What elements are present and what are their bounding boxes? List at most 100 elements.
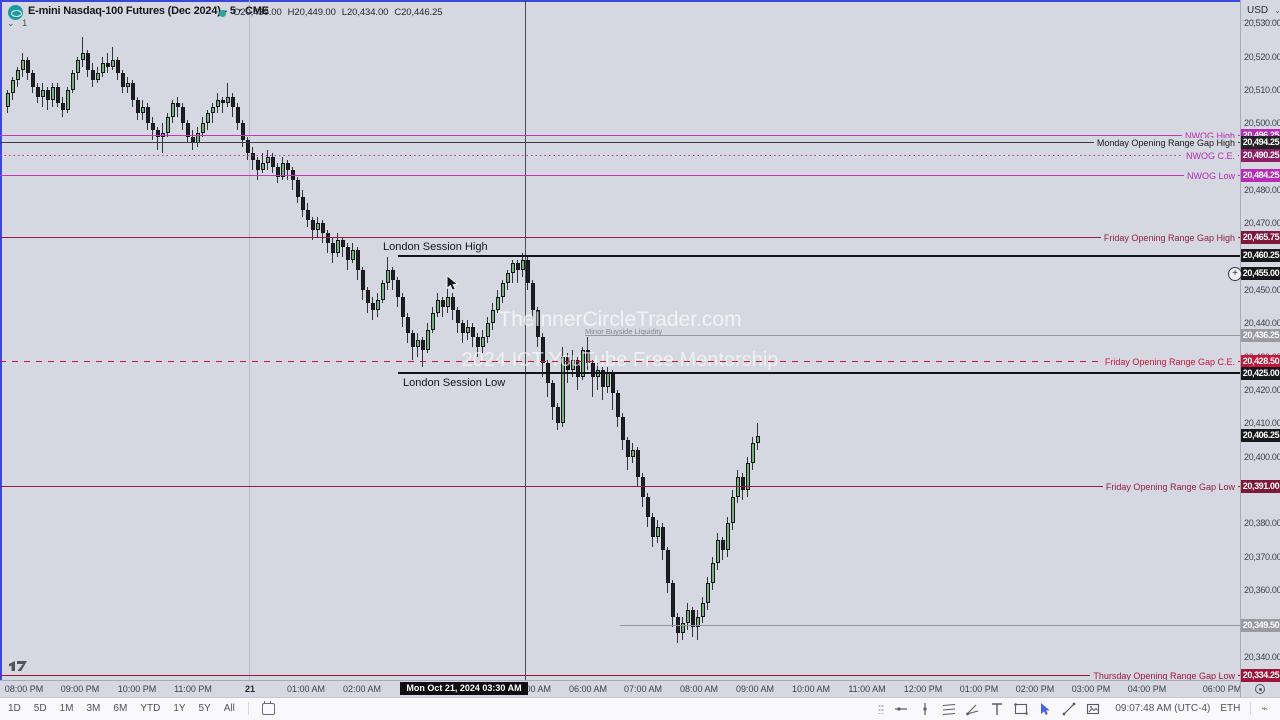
candle-body (111, 60, 115, 67)
trend-line-tool-icon[interactable] (1061, 701, 1076, 716)
price-tick: 20,470.00 (1244, 218, 1280, 229)
range-button-5d[interactable]: 5D (33, 703, 47, 714)
candle-body (86, 53, 90, 70)
candle-body (36, 86, 40, 97)
time-axis[interactable]: Mon Oct 21, 2024 03:30 AM 08:00 PM 09:00 … (0, 680, 1241, 697)
price-tick: 20,450.00 (1244, 285, 1280, 295)
tradingview-logo[interactable] (8, 659, 30, 678)
market-status-dot[interactable] (219, 10, 226, 17)
candle-body (341, 240, 345, 247)
range-button-1d[interactable]: 1D (8, 703, 21, 714)
candle-body (176, 103, 180, 107)
cursor-tool-icon[interactable] (1037, 701, 1052, 716)
text-tool-icon[interactable] (989, 701, 1004, 716)
range-button-ytd[interactable]: YTD (140, 703, 161, 714)
time-label: 12:00 PM (903, 684, 943, 694)
drawn-vertical-line[interactable] (525, 0, 526, 680)
price-line-london-session-high[interactable] (398, 254, 1240, 257)
price-line-nwog-ce[interactable] (0, 155, 1240, 157)
range-button-5y[interactable]: 5Y (198, 703, 211, 714)
adjustments-icon[interactable]: ⌁ (1261, 703, 1268, 715)
candle-body (446, 296, 450, 307)
candle-body (526, 260, 530, 284)
candle-body (501, 283, 505, 297)
candle-body (301, 196, 305, 210)
minor-sellside-badge: 20,349.50 (1241, 618, 1280, 632)
price-line-london-session-low[interactable] (398, 372, 1240, 375)
image-tool-icon[interactable] (1085, 701, 1100, 716)
chevron-down-icon[interactable]: ⌄ (7, 18, 15, 28)
vertical-line-tool-icon[interactable] (917, 701, 932, 716)
candle-wick (162, 123, 163, 154)
crosshair-time-badge: Mon Oct 21, 2024 03:30 AM (400, 682, 528, 695)
session-type-button[interactable]: ETH (1220, 703, 1241, 714)
candle-body (46, 90, 50, 100)
price-line-friday-opening-range-gap-low[interactable] (0, 486, 1240, 488)
currency-selector[interactable]: USD ⌄ (1247, 5, 1280, 16)
price-axis-plus-button[interactable]: + (1228, 267, 1242, 282)
rays-tool-icon[interactable] (965, 701, 980, 716)
parallel-lines-tool-icon[interactable] (941, 701, 956, 716)
time-label: 06:00 AM (568, 684, 608, 694)
candle-body (416, 340, 420, 347)
chart-pane[interactable]: TheInnerCircleTrader.com 2024 ICT YouTub… (0, 0, 1240, 681)
candle-body (231, 96, 235, 107)
price-line-thursday-opening-range-gap-low[interactable] (0, 675, 1240, 677)
price-line-label-friday-opening-range-gap-high: Friday Opening Range Gap High (1100, 232, 1238, 243)
price-line-nwog-low[interactable] (0, 175, 1240, 177)
candle-wick (597, 363, 598, 390)
price-line-friday-opening-range-gap-ce[interactable] (0, 361, 1240, 363)
price-line-nwog-high[interactable] (0, 135, 1240, 137)
drag-handle[interactable] (878, 703, 884, 714)
price-line-monday-opening-range-gap-high[interactable] (0, 142, 1240, 143)
candle-body (366, 290, 370, 304)
horizontal-line-tool-icon[interactable] (893, 701, 908, 716)
candle-body (531, 283, 535, 310)
range-button-1m[interactable]: 1M (59, 703, 74, 714)
candle-wick (82, 36, 83, 67)
candle-body (681, 623, 685, 634)
rectangle-tool-icon[interactable] (1013, 701, 1028, 716)
price-tick: 20,400.00 (1244, 451, 1280, 462)
candle-body (616, 393, 620, 417)
candle-body (351, 250, 355, 260)
candle-body (561, 356, 565, 424)
price-line-label-london-session-low: London Session Low (403, 377, 506, 390)
candle-body (511, 263, 515, 274)
candle-body (576, 360, 580, 377)
candle-wick (592, 360, 593, 397)
price-line-minor-sellside-liquidity[interactable] (620, 624, 1240, 626)
day-boundary-gridline[interactable] (249, 0, 250, 680)
candle-body (461, 323, 465, 334)
candle-body (316, 223, 320, 230)
range-button-3m[interactable]: 3M (86, 703, 101, 714)
symbol-title[interactable]: E-mini Nasdaq-100 Futures (Dec 2024) - 5… (28, 5, 269, 17)
favorite-drawings-toolbar (878, 698, 1100, 719)
candle-body (646, 496, 650, 517)
candle-body (266, 156, 270, 164)
candle-body (691, 610, 695, 627)
candle-body (571, 360, 575, 370)
candle-body (536, 310, 540, 337)
candle-body (81, 53, 85, 60)
clock: 09:07:48 AM (UTC-4) (1115, 703, 1211, 714)
calendar-icon[interactable] (261, 700, 275, 715)
candle-body (106, 63, 110, 67)
candle-wick (422, 336, 423, 367)
price-line-minor-buyside-liquidity[interactable] (585, 335, 1240, 337)
price-axis[interactable]: USD ⌄ + 20,530.00 20,520.00 20,510.00 20,500… (1228, 0, 1280, 683)
candle-body (591, 363, 595, 377)
symbol-logo[interactable] (8, 5, 23, 20)
go-to-realtime-button[interactable] (1255, 684, 1265, 694)
candle-body (101, 63, 105, 74)
indicator-row[interactable]: ⌄ 1 (7, 18, 27, 29)
range-button-all[interactable]: All (223, 703, 235, 714)
candles-layer (6, 36, 760, 644)
price-line-friday-opening-range-gap-high[interactable] (0, 237, 1240, 238)
candle-body (651, 516, 655, 537)
candle-body (381, 283, 385, 300)
candle-body (621, 416, 625, 440)
range-button-1y[interactable]: 1Y (173, 703, 186, 714)
range-button-6m[interactable]: 6M (113, 703, 128, 714)
